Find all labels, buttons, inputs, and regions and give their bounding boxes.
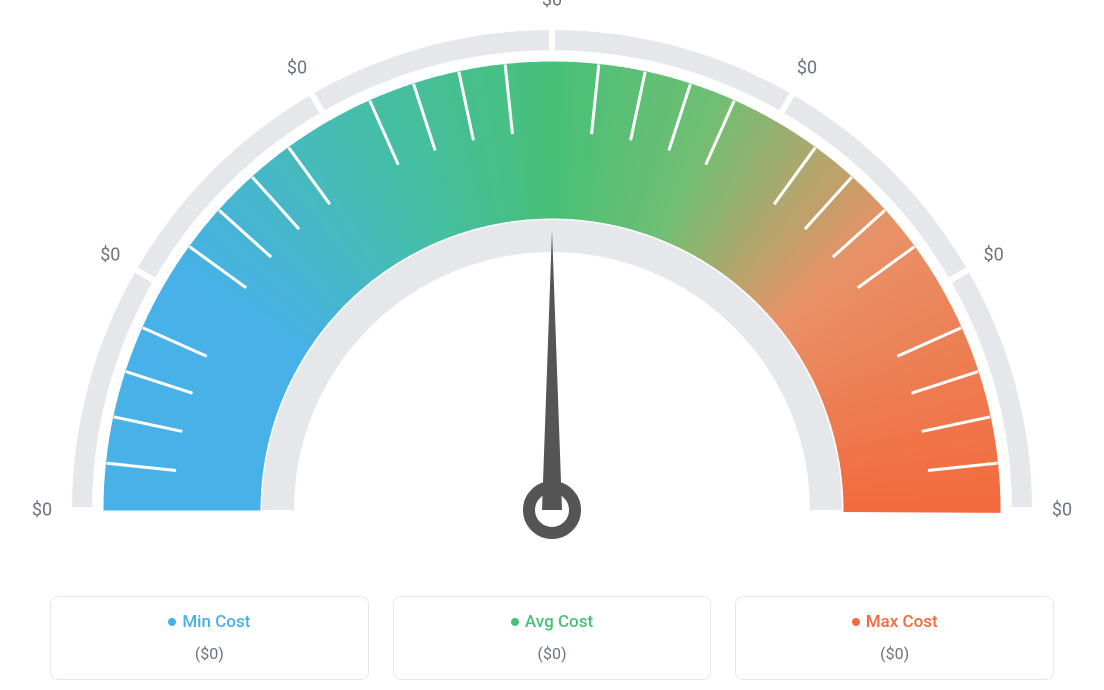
legend-card-avg: Avg Cost ($0): [393, 596, 712, 680]
legend-title-max: Max Cost: [852, 612, 938, 632]
legend-title-min: Min Cost: [168, 612, 250, 632]
gauge-tick-label: $0: [32, 500, 52, 521]
gauge-tick-label: $0: [1052, 500, 1072, 521]
gauge-tick-label: $0: [287, 58, 307, 79]
legend-label: Min Cost: [182, 612, 250, 632]
gauge-chart: $0 $0 $0 $0 $0 $0 $0: [0, 0, 1104, 560]
dot-icon: [168, 618, 176, 626]
legend-value-max: ($0): [746, 644, 1043, 663]
legend-value-avg: ($0): [404, 644, 701, 663]
gauge-tick-label: $0: [984, 245, 1004, 266]
gauge-svg: [0, 0, 1104, 560]
legend-card-max: Max Cost ($0): [735, 596, 1054, 680]
legend-value-min: ($0): [61, 644, 358, 663]
legend-label: Avg Cost: [525, 612, 593, 632]
legend-row: Min Cost ($0) Avg Cost ($0) Max Cost ($0…: [50, 596, 1054, 680]
gauge-tick-label: $0: [797, 58, 817, 79]
legend-card-min: Min Cost ($0): [50, 596, 369, 680]
dot-icon: [852, 618, 860, 626]
gauge-tick-label: $0: [542, 0, 562, 11]
dot-icon: [511, 618, 519, 626]
gauge-tick-label: $0: [100, 245, 120, 266]
legend-title-avg: Avg Cost: [511, 612, 593, 632]
legend-label: Max Cost: [866, 612, 938, 632]
